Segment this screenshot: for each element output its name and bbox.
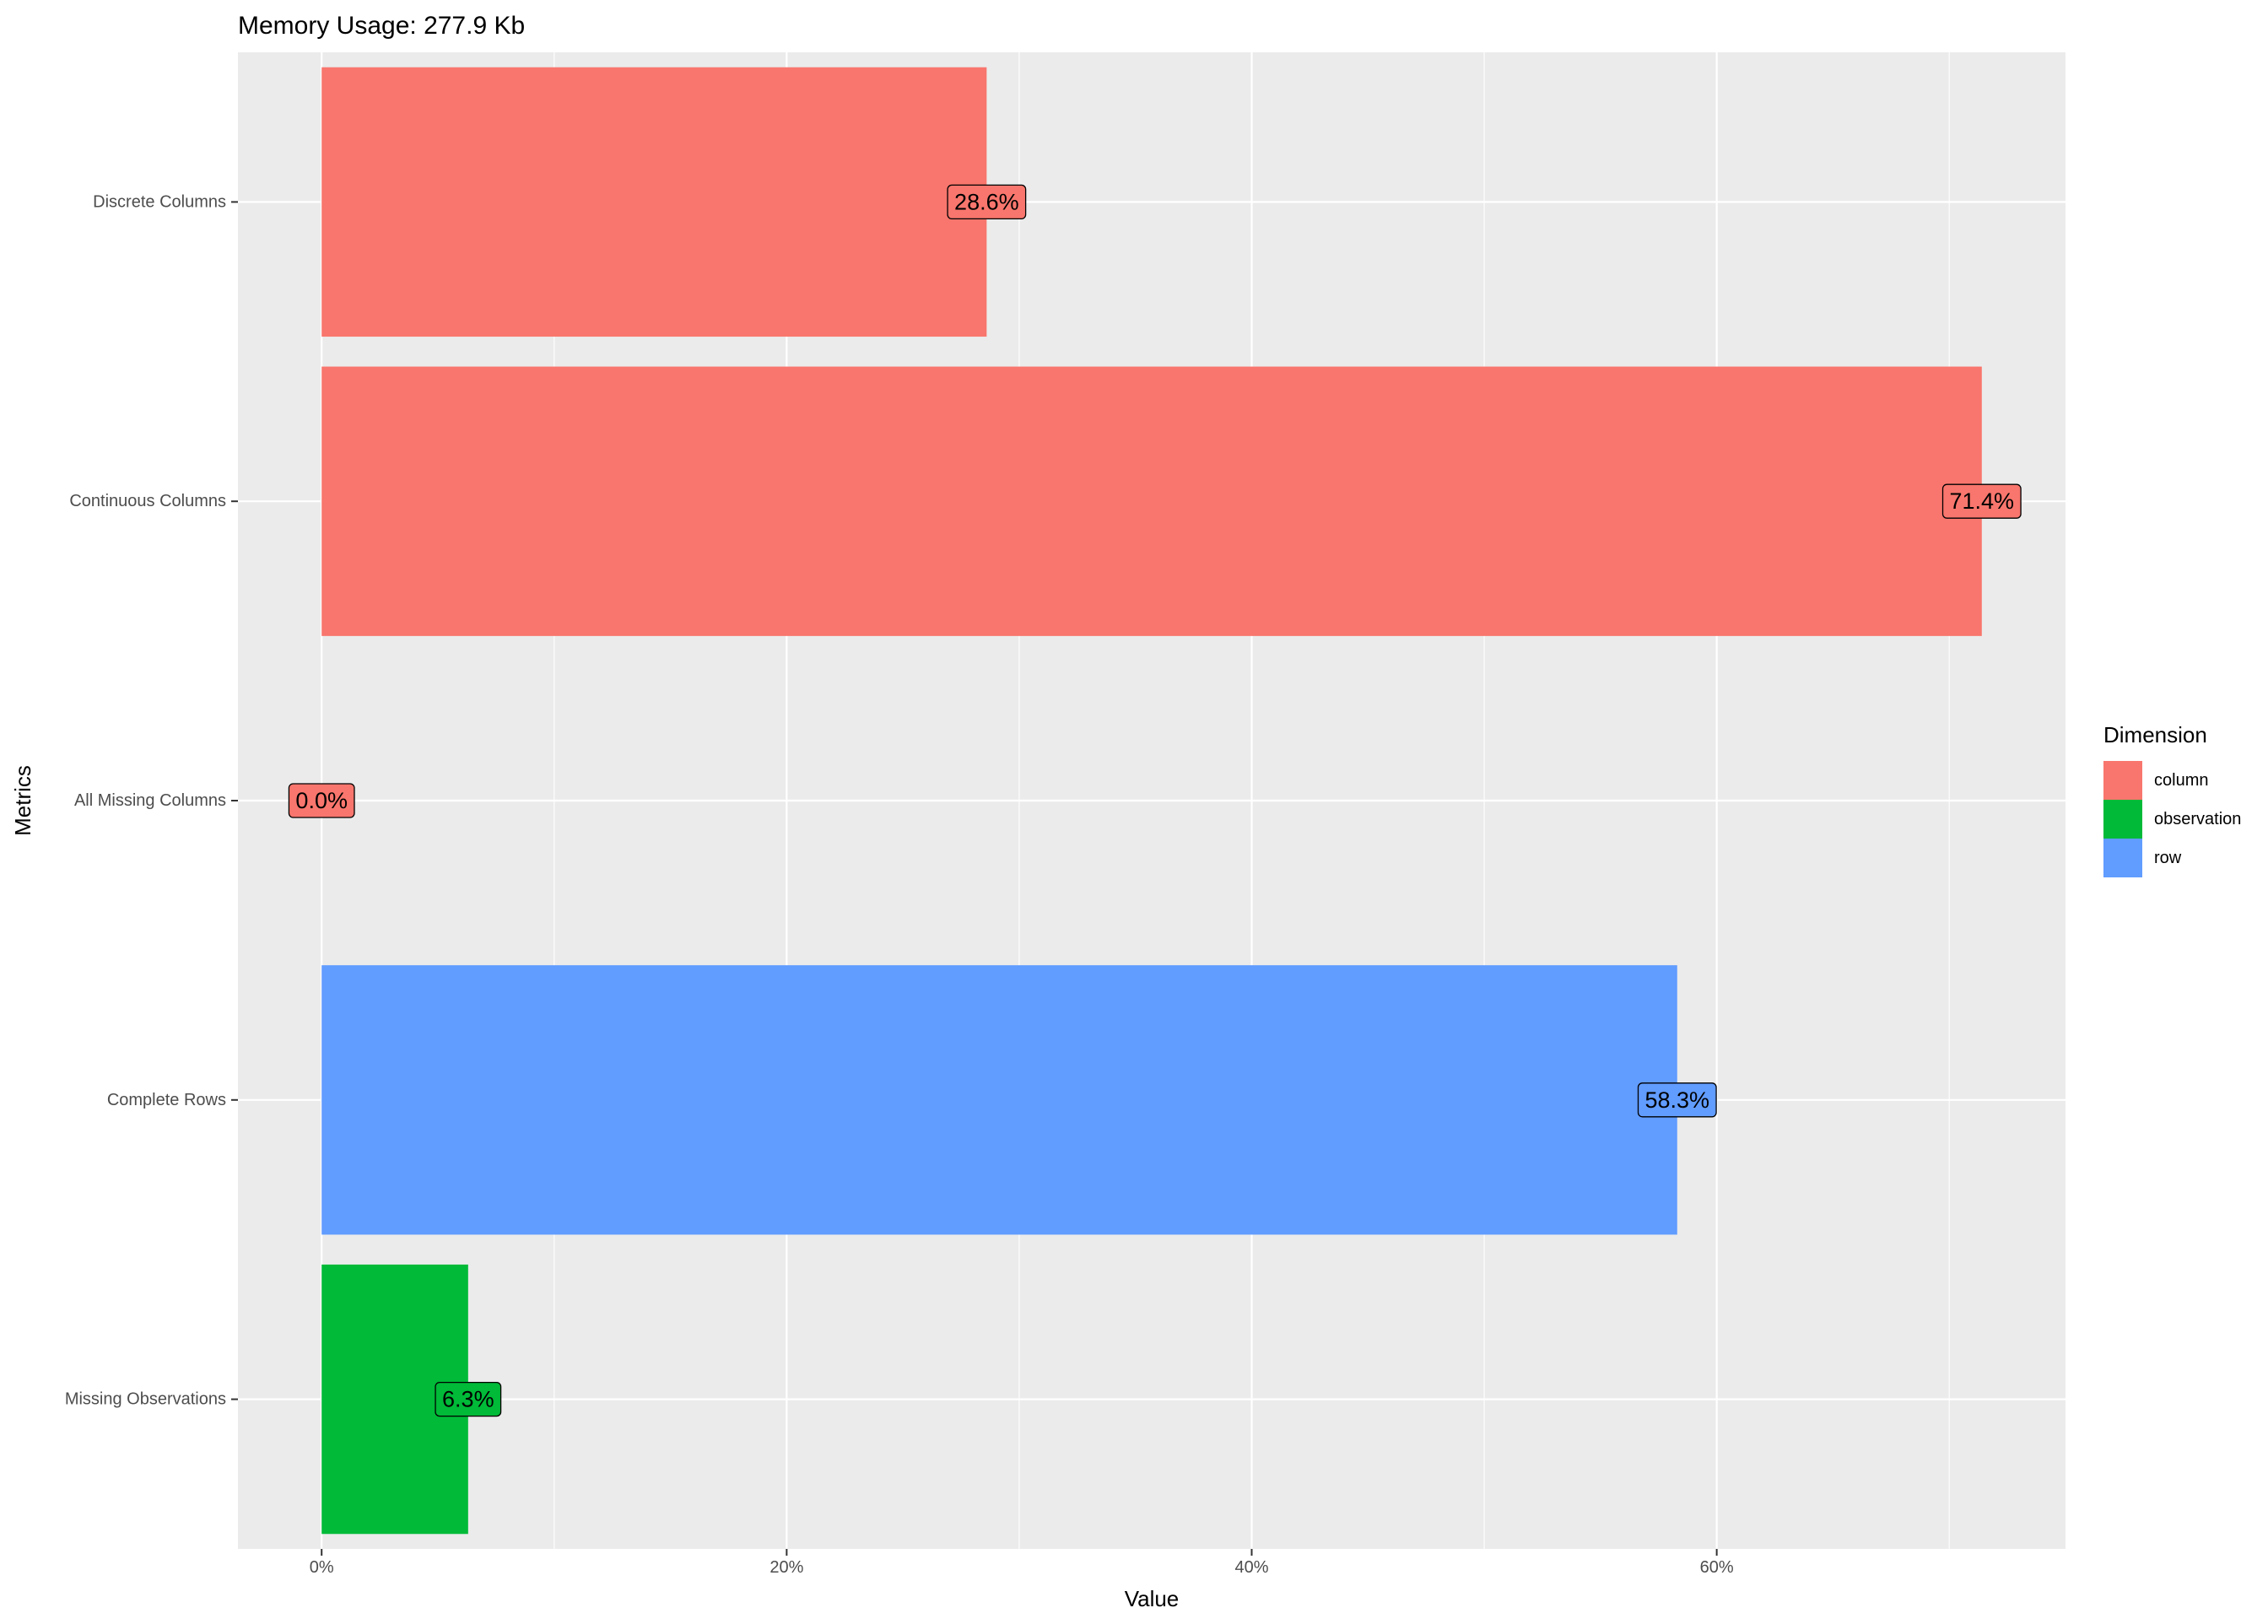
legend-key-row [2103, 839, 2142, 877]
data-label: 6.3% [435, 1381, 502, 1417]
y-tick-label: Missing Observations [65, 1390, 226, 1409]
x-tick-label: 0% [310, 1558, 334, 1577]
legend-label-observation: observation [2154, 810, 2241, 828]
data-label-text: 28.6% [954, 189, 1019, 214]
bar-discrete-columns [321, 67, 987, 337]
chart-title: Memory Usage: 277.9 Kb [238, 12, 525, 40]
legend: Dimension column observation row [2103, 722, 2241, 877]
data-label-box [947, 184, 1027, 220]
data-label-text: 58.3% [1645, 1087, 1710, 1113]
legend-key-column [2103, 761, 2142, 800]
y-tick-label: Discrete Columns [93, 192, 226, 211]
legend-label-row: row [2154, 849, 2182, 867]
data-label-box [435, 1381, 502, 1417]
y-tick-label: All Missing Columns [74, 791, 226, 810]
x-axis-title: Value [1125, 1586, 1180, 1611]
data-label-text: 6.3% [442, 1387, 494, 1412]
y-axis-title: Metrics [10, 765, 35, 836]
y-tick-label: Continuous Columns [69, 492, 226, 510]
axes: Discrete Columns Continuous Columns All Mi… [65, 192, 1734, 1577]
legend-label-column: column [2154, 771, 2208, 790]
x-tick-label: 20% [770, 1558, 803, 1577]
data-label-box [288, 783, 355, 818]
data-label-text: 71.4% [1950, 488, 2015, 514]
x-tick-label: 60% [1700, 1558, 1734, 1577]
bars [321, 67, 1982, 1535]
data-label: 0.0% [288, 783, 355, 818]
data-label-box [1637, 1082, 1717, 1118]
legend-key-observation [2103, 800, 2142, 839]
x-tick-label: 40% [1234, 1558, 1268, 1577]
data-label: 58.3% [1637, 1082, 1717, 1118]
data-label-text: 0.0% [295, 788, 348, 813]
data-label-box [1941, 483, 2022, 519]
bar-complete-rows [321, 965, 1677, 1235]
data-labels: 28.6% 71.4% 0.0% 58.3% 6.3% [288, 184, 2022, 1417]
data-label: 71.4% [1941, 483, 2022, 519]
y-tick-label: Complete Rows [107, 1091, 226, 1109]
bar-continuous-columns [321, 366, 1982, 636]
data-label: 28.6% [947, 184, 1027, 220]
legend-title: Dimension [2103, 722, 2207, 747]
